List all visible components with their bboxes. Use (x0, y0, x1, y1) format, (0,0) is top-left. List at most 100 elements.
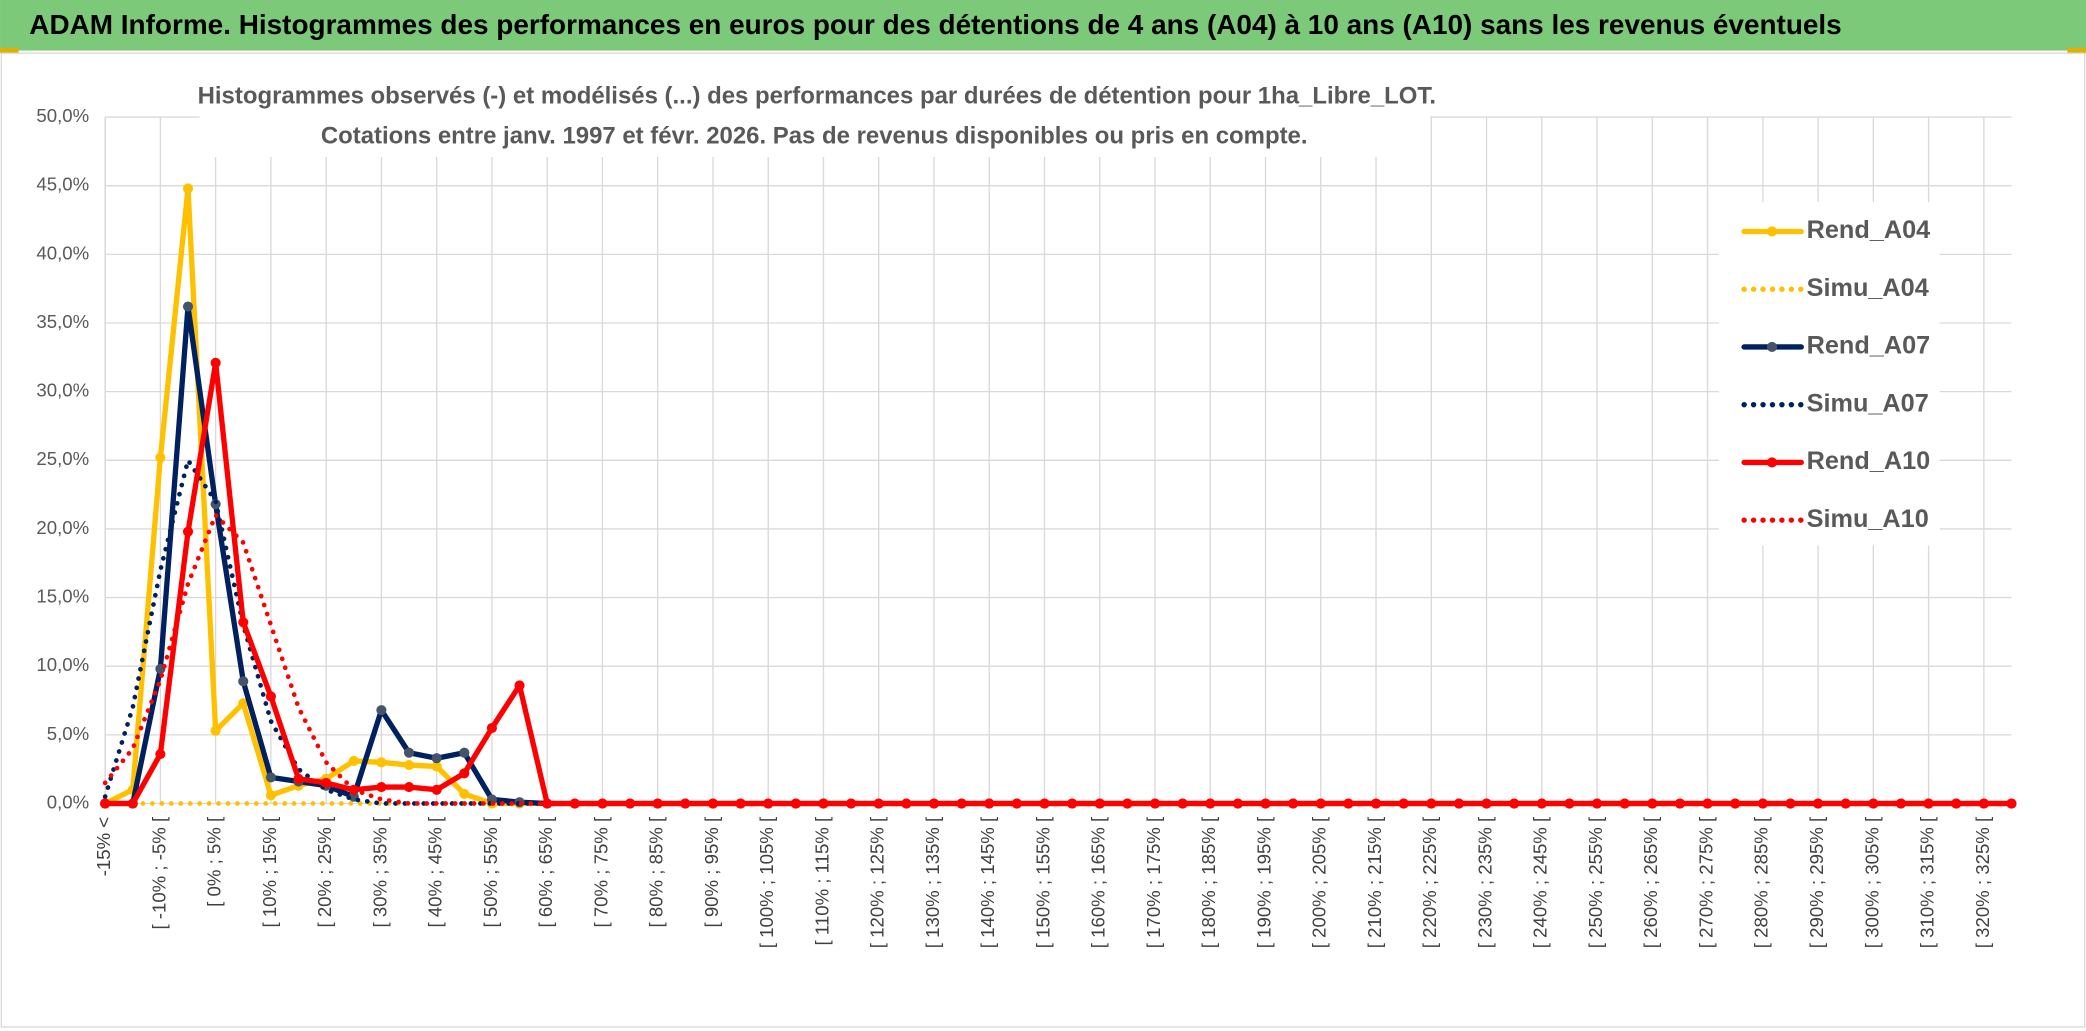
y-tick-label: 35,0% (36, 311, 89, 332)
marker (956, 798, 967, 809)
legend-label: Simu_A07 (1807, 389, 1929, 417)
marker (348, 755, 359, 767)
x-tick-label: [ 180% ; 185% [ (1198, 816, 1219, 948)
marker (321, 777, 332, 788)
marker (652, 798, 663, 809)
y-tick-label: 10,0% (36, 654, 89, 675)
marker (431, 784, 442, 795)
y-tick-label: 45,0% (36, 174, 89, 195)
marker (1730, 798, 1741, 809)
x-tick-label: [ 0% ; 5% [ (204, 816, 225, 907)
x-tick-label: [ 160% ; 165% [ (1088, 816, 1109, 948)
x-tick-label: [ 170% ; 175% [ (1143, 816, 1164, 948)
x-tick-label: [ 100% ; 105% [ (756, 816, 777, 948)
marker (182, 526, 194, 537)
x-tick-label: [ 310% ; 315% [ (1917, 816, 1938, 948)
marker (1343, 798, 1354, 809)
x-tick-label: [ 230% ; 235% [ (1474, 816, 1495, 948)
marker (100, 798, 111, 809)
marker (569, 798, 580, 809)
marker (1453, 798, 1464, 809)
legend-marker (1766, 341, 1778, 353)
marker (1674, 798, 1685, 809)
y-tick-label: 40,0% (36, 242, 89, 263)
marker (376, 781, 387, 793)
x-tick-label: [ 220% ; 225% [ (1419, 816, 1440, 948)
x-tick-label: [ -10% ; -5% [ (148, 816, 169, 930)
plot-frame (0, 52, 2086, 1028)
marker (376, 757, 387, 768)
chart-subtitle: Cotations entre janv. 1997 et févr. 2026… (321, 122, 1308, 149)
legend-marker (1766, 226, 1778, 237)
marker (210, 357, 221, 368)
corner (0, 47, 19, 54)
marker (2006, 798, 2017, 809)
marker (265, 790, 276, 801)
marker (182, 183, 194, 194)
x-tick-label: [ 50% ; 55% [ (480, 816, 501, 928)
x-tick-label: [ 150% ; 155% [ (1032, 816, 1053, 948)
marker (1398, 798, 1409, 809)
marker (403, 781, 415, 793)
marker (1067, 798, 1078, 809)
x-tick-label: [ 130% ; 135% [ (922, 816, 943, 948)
marker (210, 725, 221, 736)
x-tick-label: [ 80% ; 85% [ (646, 816, 667, 928)
marker (403, 760, 415, 771)
y-tick-label: 30,0% (36, 380, 89, 401)
marker (928, 798, 940, 809)
marker (238, 676, 249, 687)
x-tick-label: [ 40% ; 45% [ (425, 816, 446, 928)
marker (265, 691, 276, 702)
marker (597, 798, 608, 809)
x-tick-label: [ 110% ; 115% [ (811, 816, 832, 945)
marker (1426, 798, 1437, 809)
marker (514, 680, 525, 691)
series-line (102, 512, 2014, 806)
marker (238, 617, 249, 628)
marker (542, 798, 553, 809)
legend-label: Simu_A04 (1807, 274, 1929, 302)
y-tick-label: 15,0% (36, 586, 89, 607)
legend-label: Rend_A07 (1807, 332, 1931, 360)
marker (486, 722, 497, 734)
x-tick-label: [ 260% ; 265% [ (1640, 816, 1661, 948)
marker (1785, 798, 1796, 809)
legend-label: Simu_A10 (1807, 505, 1929, 533)
y-tick-label: 50,0% (36, 105, 89, 126)
y-tick-label: 20,0% (36, 517, 89, 538)
x-tick-label: [ 270% ; 275% [ (1695, 816, 1716, 948)
marker (625, 798, 636, 809)
x-tick-label: [ 10% ; 15% [ (259, 816, 280, 928)
x-tick-label: [ 190% ; 195% [ (1253, 816, 1274, 948)
x-tick-label: [ 20% ; 25% [ (314, 816, 335, 928)
marker (459, 768, 470, 779)
x-tick-label: [ 70% ; 75% [ (590, 816, 611, 928)
marker (707, 798, 719, 809)
marker (1288, 798, 1299, 809)
y-tick-label: 5,0% (47, 723, 89, 744)
marker (1370, 798, 1382, 809)
marker (459, 788, 470, 799)
marker (1813, 798, 1824, 809)
marker (265, 772, 276, 783)
legend-marker (1766, 457, 1778, 468)
header-title: ADAM Informe. Histogrammes des performan… (29, 9, 1841, 40)
corner (2067, 47, 2086, 54)
marker (376, 705, 387, 716)
x-tick-label: [ 140% ; 145% [ (977, 816, 998, 948)
marker (1757, 798, 1768, 809)
marker (984, 798, 995, 809)
x-tick-label: [ 280% ; 285% [ (1751, 816, 1772, 948)
marker (1702, 798, 1713, 809)
marker (403, 747, 415, 758)
y-tick-label: 0,0% (47, 791, 89, 812)
x-tick-label: [ 200% ; 205% [ (1309, 816, 1330, 948)
x-tick-label: [ 250% ; 255% [ (1585, 816, 1606, 948)
marker (155, 452, 166, 463)
marker (238, 698, 249, 709)
x-tick-label: [ 290% ; 295% [ (1806, 816, 1827, 948)
marker (127, 798, 138, 809)
x-tick-label: [ 210% ; 215% [ (1364, 816, 1385, 948)
y-tick-label: 25,0% (36, 448, 89, 469)
